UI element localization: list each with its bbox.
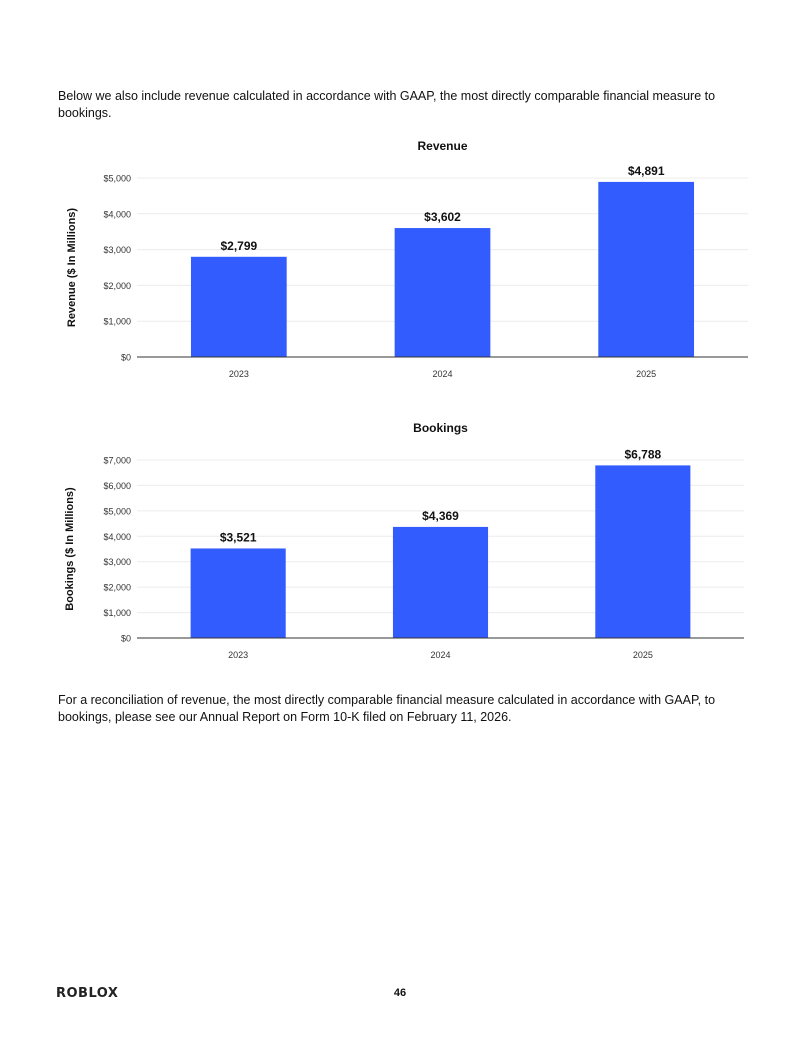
y-tick-label: $2,000 [103, 583, 131, 593]
bar-value-label: $3,602 [424, 210, 461, 224]
y-tick-label: $0 [121, 634, 131, 644]
bar-value-label: $4,891 [628, 164, 665, 178]
revenue-chart-svg: Revenue $0 $1,000 $2,000 $3,000 $4,000 $5,000 $… [66, 139, 748, 379]
y-tick-label: $4,000 [103, 209, 131, 219]
y-tick-label: $5,000 [103, 174, 131, 184]
y-tick-label: $7,000 [103, 456, 131, 466]
bar [190, 256, 287, 357]
bar [598, 181, 695, 357]
y-tick-label: $0 [121, 353, 131, 363]
revenue-chart: Revenue $0 $1,000 $2,000 $3,000 $4,000 $5,000 $… [0, 130, 800, 390]
x-tick-label: 2025 [633, 650, 653, 660]
y-tick-label: $1,000 [103, 608, 131, 618]
y-tick-label: $1,000 [103, 317, 131, 327]
y-tick-label: $4,000 [103, 532, 131, 542]
x-tick-label: 2023 [229, 369, 249, 379]
bar-value-label: $4,369 [422, 509, 459, 523]
roblox-logo: ROBLOX [56, 986, 119, 1001]
bookings-chart: Bookings $0 $1,000 $2,000 $3,000 $4,000 $5,000… [0, 412, 800, 667]
bookings-chart-svg: Bookings $0 $1,000 $2,000 $3,000 $4,000 $5,000… [64, 421, 744, 660]
bar [190, 548, 286, 638]
y-tick-label: $2,000 [103, 281, 131, 291]
x-tick-label: 2025 [636, 369, 656, 379]
bar-value-label: $3,521 [220, 530, 257, 544]
bar-value-label: $6,788 [624, 447, 661, 461]
chart-title: Revenue [417, 139, 467, 153]
y-axis-label: Revenue ($ In Millions) [66, 208, 78, 328]
bar-value-label: $2,799 [220, 239, 257, 253]
chart-title: Bookings [413, 421, 468, 435]
x-tick-label: 2024 [430, 650, 450, 660]
intro-paragraph: Below we also include revenue calculated… [58, 89, 716, 120]
bar [392, 526, 489, 638]
bar [394, 228, 491, 357]
y-tick-label: $6,000 [103, 481, 131, 491]
page-number: 46 [393, 987, 407, 999]
y-tick-label: $3,000 [103, 557, 131, 567]
x-tick-label: 2024 [432, 369, 452, 379]
y-tick-label: $3,000 [103, 245, 131, 255]
bar [595, 465, 691, 638]
x-tick-label: 2023 [228, 650, 248, 660]
y-tick-label: $5,000 [103, 506, 131, 516]
y-axis-label: Bookings ($ In Millions) [64, 487, 76, 611]
outro-paragraph: For a reconciliation of revenue, the mos… [58, 693, 716, 724]
